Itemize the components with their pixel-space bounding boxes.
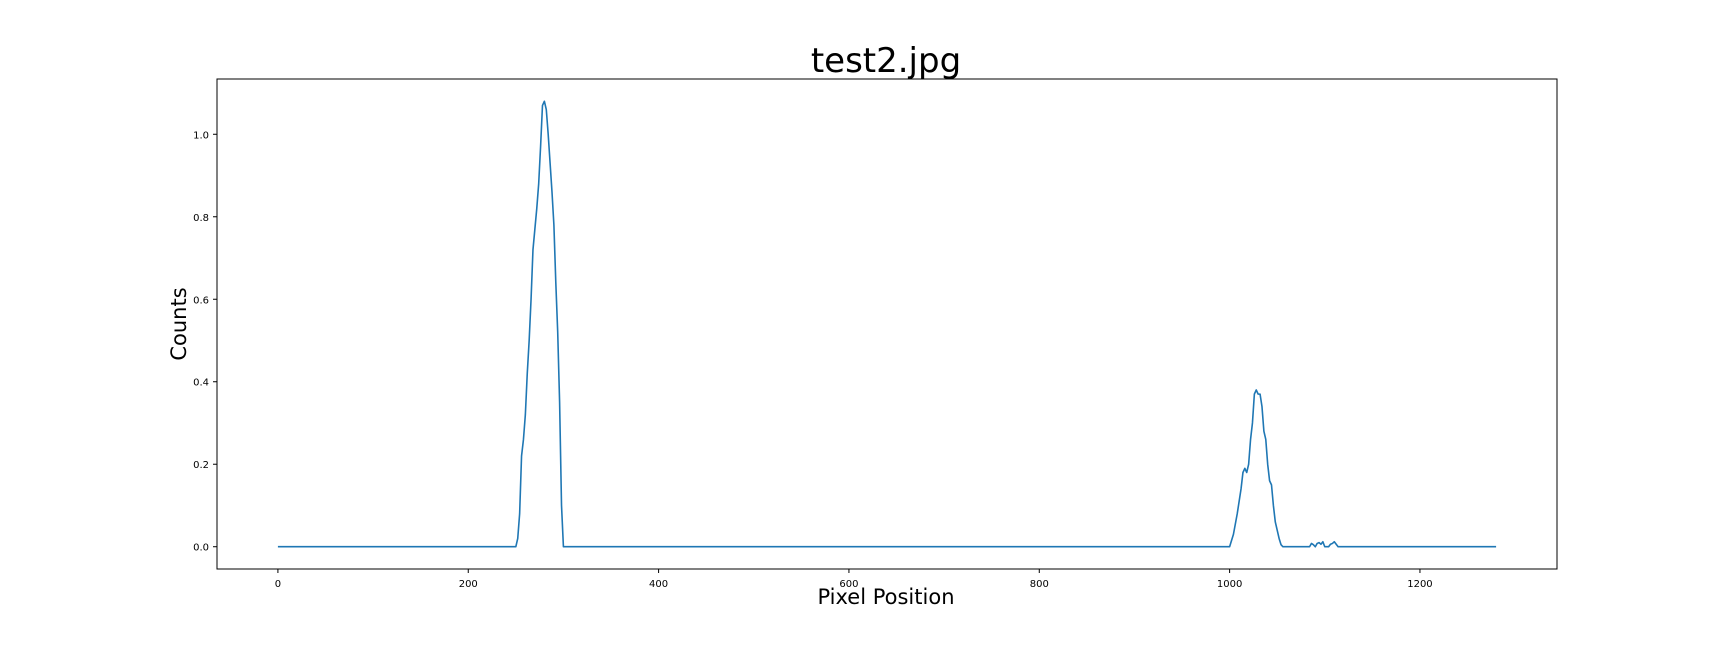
plot-area <box>277 100 1497 548</box>
y-axis-ticks: 0.0 0.2 0.4 0.6 0.8 1.0 <box>193 130 217 554</box>
y-axis-label: Counts <box>167 287 191 360</box>
x-tick-label: 200 <box>459 579 478 590</box>
x-tick-label: 600 <box>839 579 858 590</box>
x-tick-label: 1000 <box>1217 579 1242 590</box>
y-tick-label: 0.8 <box>193 213 209 224</box>
x-tick-label: 1200 <box>1407 579 1432 590</box>
x-axis-label: Pixel Position <box>817 585 954 609</box>
x-tick-label: 0 <box>275 579 281 590</box>
y-tick-label: 0.0 <box>193 543 209 554</box>
y-tick-label: 0.4 <box>193 378 209 389</box>
x-tick-label: 400 <box>649 579 668 590</box>
series-line <box>277 100 1497 548</box>
y-tick-label: 0.6 <box>193 295 209 306</box>
y-tick-label: 1.0 <box>193 130 209 141</box>
y-tick-label: 0.2 <box>193 460 209 471</box>
x-axis-ticks: 0 200 400 600 800 1000 1200 <box>275 569 1433 590</box>
chart-title: test2.jpg <box>811 41 961 81</box>
axes-frame <box>216 78 1558 570</box>
x-tick-label: 800 <box>1030 579 1049 590</box>
